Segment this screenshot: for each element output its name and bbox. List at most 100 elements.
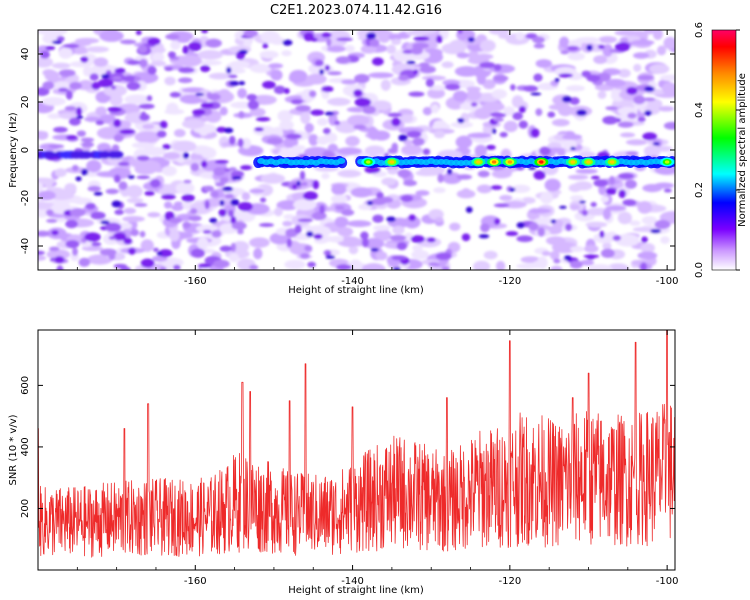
noise-blob [109,94,123,107]
noise-blob [537,227,546,237]
noise-blob [200,147,217,159]
noise-blob [533,43,545,49]
colorbar-gradient [711,29,737,271]
noise-blob [321,32,332,38]
noise-blob [72,247,78,256]
noise-blob [510,84,516,91]
noise-blob [391,255,407,261]
noise-blob [605,78,626,87]
noise-blob [461,233,471,242]
noise-blob [335,56,352,64]
noise-blob [598,36,617,44]
noise-blob [211,190,219,198]
noise-blob [622,199,637,207]
noise-blob [300,111,311,124]
noise-blob [331,183,347,196]
noise-blob [649,63,670,74]
noise-blob [599,230,605,239]
noise-blob [123,237,133,245]
noise-blob [93,191,103,196]
band-peak [491,160,497,164]
noise-blob [162,165,177,177]
noise-blob [90,211,106,220]
noise-blob [304,123,314,133]
noise-blob [625,139,648,146]
noise-blob [598,184,607,196]
noise-blob [140,239,154,252]
noise-blob [518,106,527,113]
noise-blob [403,179,417,187]
noise-blob [286,238,292,248]
noise-blob [49,246,60,252]
noise-blob [205,38,222,48]
noise-blob [415,170,438,177]
noise-blob [57,87,69,92]
noise-blob [179,94,205,104]
noise-blob [454,66,479,77]
noise-blob [637,200,653,214]
noise-blob [547,111,556,118]
noise-blob [76,115,84,119]
x-tick-label: -160 [184,576,207,587]
noise-blob [386,44,397,55]
noise-blob [657,105,675,112]
noise-blob [135,30,142,36]
noise-blob [640,262,648,270]
noise-blob [311,211,327,221]
noise-blob [602,115,618,125]
noise-blob [201,30,209,34]
noise-blob [113,134,124,142]
noise-blob [80,56,89,63]
noise-blob [371,100,392,111]
noise-blob [254,127,264,132]
noise-blob [231,221,247,230]
y-tick-label: 20 [20,96,31,109]
noise-blob [163,152,181,160]
noise-blob [570,146,576,151]
noise-blob [479,61,496,69]
noise-blob [328,235,344,243]
noise-blob [114,67,126,74]
noise-blob [587,264,613,270]
colorbar-ticks: 0.0 0.2 0.4 0.6 [694,22,740,278]
noise-blob [516,235,534,243]
noise-blob [259,50,279,59]
noise-blob [455,135,473,149]
noise-blob [360,44,377,54]
noise-blob [400,194,414,203]
noise-blob [84,232,101,242]
noise-blob [238,49,248,55]
noise-blob [38,207,50,218]
noise-blob [188,41,202,52]
noise-blob [576,109,587,116]
noise-blob [105,188,119,195]
noise-blob [285,133,302,140]
noise-blob [433,130,445,139]
noise-blob [403,215,421,229]
noise-blob [617,211,633,225]
noise-blob [361,237,369,248]
noise-blob [119,39,137,45]
noise-blob [219,177,229,184]
band-peak [609,160,615,164]
noise-blob [419,66,436,74]
noise-blob [347,114,370,126]
noise-blob [237,88,247,99]
noise-blob [93,57,109,67]
noise-blob [430,104,440,114]
noise-blob [38,201,55,210]
noise-blob [567,45,579,51]
noise-blob [637,74,654,81]
noise-blob [99,114,116,124]
noise-blob [172,140,197,152]
noise-blob [354,97,372,107]
noise-blob [173,129,186,138]
spectrogram-x-ticks: -160 -140 -120 -100 [37,30,678,287]
noise-blob [627,112,637,119]
noise-blob [490,185,503,190]
noise-blob [139,58,148,68]
noise-blob [336,37,353,42]
noise-blob [392,266,401,270]
noise-blob [153,247,159,252]
noise-blob [541,250,551,257]
